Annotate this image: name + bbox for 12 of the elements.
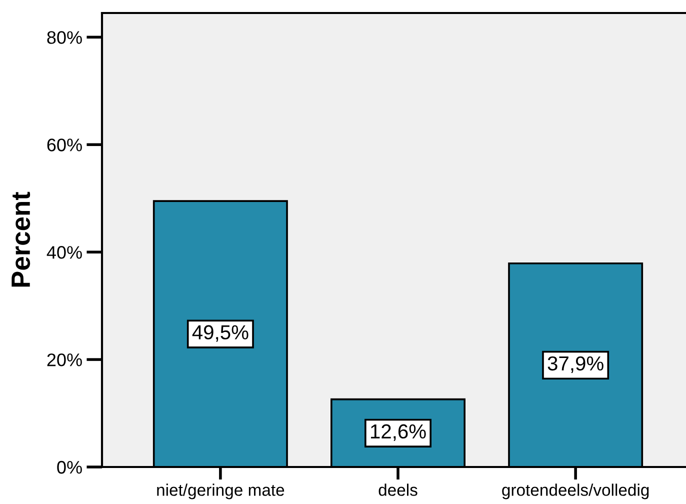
y-tick-label: 20% [47,353,82,366]
x-tick-label: grotendeels/volledig [502,484,649,500]
x-tick-label: niet/geringe mate [157,484,284,500]
y-tick-label: 80% [47,31,82,44]
data-label: 49,5% [192,325,248,342]
y-tick-label: 60% [47,138,82,152]
data-label: 12,6% [370,424,426,441]
data-label: 37,9% [548,356,604,373]
x-tick-label: deels [378,484,418,496]
y-axis-title: Percent [12,192,30,287]
y-tick-label: 0% [57,460,82,474]
y-tick-label: 40% [46,246,82,259]
